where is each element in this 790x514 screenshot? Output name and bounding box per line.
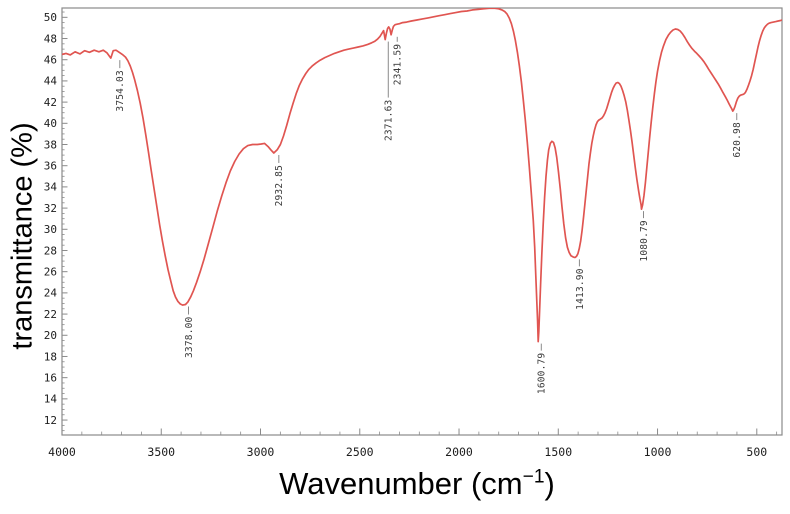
x-axis-title: Wavenumber (cm−1) [279, 466, 555, 502]
x-tick-label: 2500 [346, 445, 374, 459]
peak-label: 3754.03 [115, 70, 126, 111]
y-tick-label: 42 [44, 96, 57, 109]
y-tick-label: 50 [44, 11, 57, 24]
y-tick-label: 12 [44, 414, 57, 427]
peak-label: 1600.79 [537, 353, 548, 395]
y-tick-label: 48 [44, 32, 57, 45]
peak-label: 1413.90 [575, 268, 586, 310]
peak-label: 2371.63 [384, 100, 395, 141]
x-tick-label: 500 [746, 445, 767, 459]
y-tick-label: 46 [44, 54, 57, 67]
y-tick-label: 28 [44, 244, 57, 257]
y-tick-label: 44 [44, 75, 58, 88]
y-tick-label: 30 [44, 223, 57, 236]
x-tick-label: 1500 [544, 445, 572, 459]
y-axis-title-text: transmittance (%) [6, 122, 39, 350]
y-tick-label: 20 [44, 329, 57, 342]
plot-frame [61, 7, 783, 436]
y-tick-label: 38 [44, 138, 57, 151]
peak-label: 1080.79 [639, 220, 650, 262]
x-tick-label: 3500 [147, 445, 175, 459]
y-tick-label: 18 [44, 350, 57, 363]
y-tick-label: 16 [44, 371, 57, 384]
peak-label: 620.98 [732, 122, 743, 158]
y-tick-label: 26 [44, 265, 57, 278]
peak-label: 2932.85 [274, 165, 285, 206]
x-tick-label: 3000 [247, 445, 275, 459]
peak-label: 3378.00 [184, 316, 195, 358]
x-tick-label: 2000 [445, 445, 473, 459]
y-tick-label: 34 [44, 181, 58, 194]
y-tick-label: 22 [44, 308, 57, 321]
y-axis-title: transmittance (%) [7, 122, 40, 349]
x-axis-title-text: Wavenumber (cm [279, 466, 523, 501]
x-axis-title-superscript: −1 [522, 466, 545, 488]
y-tick-label: 32 [44, 202, 57, 215]
y-tick-label: 24 [44, 287, 58, 300]
spectrum-line [62, 8, 782, 343]
y-tick-label: 40 [44, 117, 57, 130]
y-tick-label: 36 [44, 160, 57, 173]
x-axis-title-close: ) [544, 466, 555, 501]
peak-label: 2341.59 [393, 44, 404, 86]
y-tick-label: 14 [44, 393, 58, 406]
x-tick-label: 1000 [644, 445, 672, 459]
x-tick-label: 4000 [48, 445, 76, 459]
